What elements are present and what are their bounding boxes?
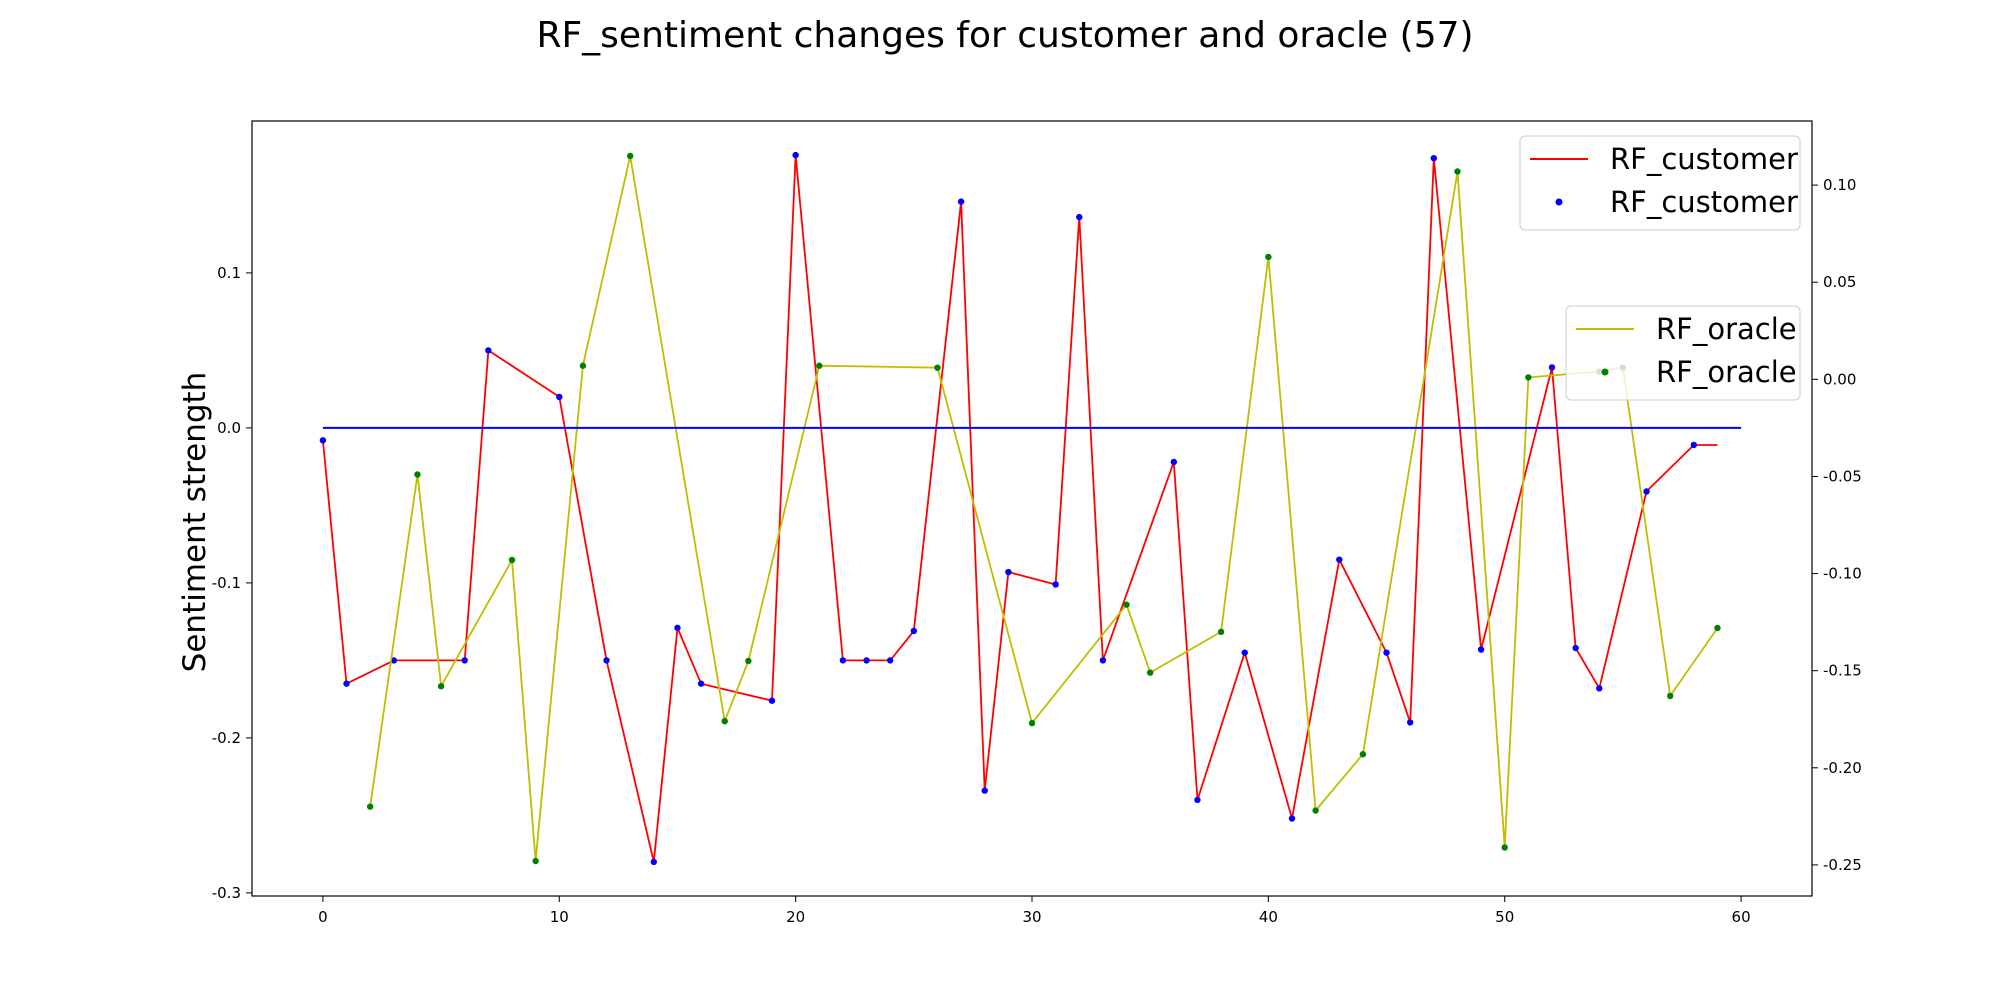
right-y-tick-label: 0.05 <box>1823 273 1856 291</box>
rf-customer-point <box>1643 488 1650 495</box>
rf-customer-point <box>792 151 799 159</box>
rf-customer-point <box>1241 649 1248 656</box>
rf-oracle-point <box>721 717 728 725</box>
legend-box-2: RF_oracle RF_oracle <box>1565 305 1801 401</box>
rf-customer-point <box>1288 815 1296 822</box>
rf-customer-point <box>1099 657 1107 664</box>
rf-customer-point <box>697 680 705 687</box>
rf-oracle-point <box>816 362 823 369</box>
rf-customer-point <box>319 437 327 444</box>
right-y-tick-label: 0.00 <box>1823 370 1856 388</box>
x-tick-label: 10 <box>550 908 569 926</box>
rf-oracle-point <box>1714 624 1721 632</box>
legend-label: RF_oracle <box>1656 355 1797 389</box>
rf-customer-point <box>1690 441 1698 449</box>
rf-customer-point <box>886 657 894 664</box>
rf-customer-point <box>556 393 563 401</box>
x-tick-label: 20 <box>786 908 805 926</box>
rf-customer-point <box>461 657 468 664</box>
rf-oracle-point <box>1312 807 1319 814</box>
rf-oracle-point <box>1359 751 1367 758</box>
legend-marker-swatch <box>1555 198 1563 206</box>
rf-oracle-point <box>626 152 634 160</box>
rf-oracle-point <box>1217 628 1225 636</box>
rf-customer-point <box>343 680 350 687</box>
legend-frame <box>1519 135 1801 231</box>
left-y-tick-label: -0.1 <box>212 574 241 592</box>
rf-customer-point <box>981 787 988 794</box>
rf-oracle-line <box>369 155 1719 862</box>
left-y-tick-label: -0.2 <box>212 729 241 747</box>
rf-customer-point <box>674 624 681 632</box>
rf-customer-point <box>1076 213 1083 221</box>
rf-oracle-point <box>1265 253 1272 261</box>
rf-customer-point <box>839 657 847 664</box>
rf-customer-point <box>1430 155 1438 162</box>
rf-oracle-point <box>508 556 516 564</box>
x-tick-label: 30 <box>1022 908 1041 926</box>
right-y-tick-label: -0.05 <box>1823 467 1862 485</box>
left-y-tick-label: 0.0 <box>217 419 241 437</box>
rf-oracle-point <box>532 857 539 865</box>
x-tick-label: 60 <box>1732 908 1751 926</box>
rf-oracle-point <box>1123 601 1130 608</box>
y-axis-label: Sentiment strength <box>177 372 213 673</box>
right-y-tick-label: -0.10 <box>1823 565 1862 583</box>
rf-oracle-point <box>1146 669 1154 676</box>
rf-oracle-point <box>745 657 752 665</box>
left-y-tick-label: 0.1 <box>217 264 241 282</box>
rf-customer-point <box>1383 649 1390 656</box>
legend-box-1: RF_customer RF_customer <box>1519 135 1801 231</box>
x-tick-label: 0 <box>318 908 328 926</box>
rf-customer-point <box>1336 556 1343 563</box>
rf-oracle-point <box>579 362 587 369</box>
rf-customer-point <box>1170 458 1178 466</box>
rf-customer-point <box>863 657 870 664</box>
right-y-tick-label: -0.20 <box>1823 759 1862 777</box>
plot-frame <box>251 120 1813 897</box>
x-tick-label: 50 <box>1495 908 1514 926</box>
rf-customer-point <box>957 198 965 205</box>
chart-title: RF_sentiment changes for customer and or… <box>536 15 1473 56</box>
rf-oracle-point <box>1666 692 1674 700</box>
rf-customer-point <box>1477 646 1485 653</box>
rf-customer-point <box>1596 685 1603 692</box>
x-tick-label: 40 <box>1259 908 1278 926</box>
rf-customer-point <box>1005 568 1012 576</box>
rf-customer-point <box>603 657 610 664</box>
rf-oracle-point <box>437 683 445 690</box>
right-y-tick-label: -0.25 <box>1823 856 1862 874</box>
right-y-tick-label: 0.10 <box>1823 176 1856 194</box>
legend-label: RF_customer <box>1610 185 1798 219</box>
rf-customer-line <box>322 154 1718 863</box>
rf-customer-point <box>768 697 776 704</box>
rf-oracle-point <box>934 364 941 371</box>
rf-customer-point <box>1406 719 1414 726</box>
legend-label: RF_oracle <box>1656 312 1797 346</box>
legend-label: RF_customer <box>1610 142 1798 176</box>
rf-oracle-point <box>414 471 421 478</box>
rf-oracle-point <box>1525 374 1532 381</box>
rf-customer-point <box>1548 364 1556 371</box>
rf-oracle-point <box>1028 719 1036 727</box>
legend-marker-swatch <box>1601 368 1609 376</box>
rf-customer-point <box>390 657 398 664</box>
rf-customer-point <box>1194 796 1201 804</box>
legends: RF_customer RF_customer RF_oracle RF_oracle <box>1519 135 1801 401</box>
rf-customer-point <box>1052 581 1059 588</box>
rf-oracle-point <box>1454 168 1461 175</box>
rf-customer-point <box>485 347 492 354</box>
right-y-tick-label: -0.15 <box>1823 662 1862 680</box>
rf-customer-point <box>650 858 658 866</box>
rf-customer-point <box>1572 644 1579 652</box>
rf-customer-point <box>910 627 918 635</box>
rf-oracle-point <box>366 803 374 810</box>
rf-oracle-point <box>1501 844 1508 851</box>
plot-area: 0 10 20 30 40 50 60 -0.3 -0.2 -0.1 0.0 0.1 -0.25 -0.2… <box>212 151 1862 926</box>
left-y-tick-label: -0.3 <box>212 884 241 902</box>
